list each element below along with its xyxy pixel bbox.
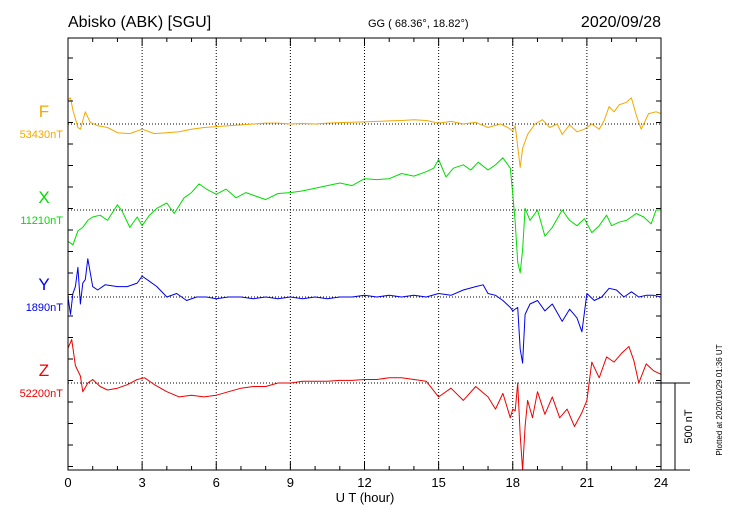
plot-frame	[67, 37, 662, 471]
series-line-y	[67, 258, 662, 364]
series-name-x: X	[38, 188, 49, 207]
series-line-x	[67, 157, 661, 274]
series-line-f	[67, 97, 662, 168]
x-tick-label: 6	[213, 475, 220, 490]
series-line-z	[67, 339, 662, 471]
series-name-y: Y	[38, 275, 49, 294]
station-title: Abisko (ABK) [SGU]	[68, 14, 211, 31]
series-baseline-y: 1890nT	[26, 302, 64, 314]
series-labels: F 53430nT X 11210nT Y 1890nT Z 52200nT	[20, 102, 64, 400]
x-tick-label: 3	[139, 475, 146, 490]
series-name-f: F	[39, 102, 49, 121]
series-baseline-x: 11210nT	[20, 215, 63, 227]
x-tick-label: 15	[431, 475, 445, 490]
x-tick-label: 12	[357, 475, 371, 490]
scale-bar-label: 500 nT	[683, 409, 695, 444]
x-tick-label: 21	[580, 475, 594, 490]
x-tick-label: 18	[506, 475, 520, 490]
x-axis-label: U T (hour)	[336, 490, 395, 505]
x-axis-ticks: 0 3 6 9 12 15 18 21 24	[64, 38, 668, 490]
series-name-z: Z	[39, 361, 49, 380]
series-baseline-z: 52200nT	[20, 388, 64, 400]
x-tick-label: 0	[64, 475, 71, 490]
plotted-timestamp: Plotted at 2020/10/29 01:36 UT	[715, 344, 724, 455]
date-label: 2020/09/28	[581, 14, 661, 31]
series-lines	[67, 97, 662, 471]
x-tick-label: 24	[654, 475, 668, 490]
vertical-gridlines	[141, 38, 588, 470]
coordinates-label: GG ( 68.36°, 18.82°)	[368, 18, 469, 30]
scale-bar: 500 nT	[655, 382, 695, 471]
x-tick-label: 9	[287, 475, 294, 490]
series-baseline-f: 53430nT	[20, 129, 64, 141]
